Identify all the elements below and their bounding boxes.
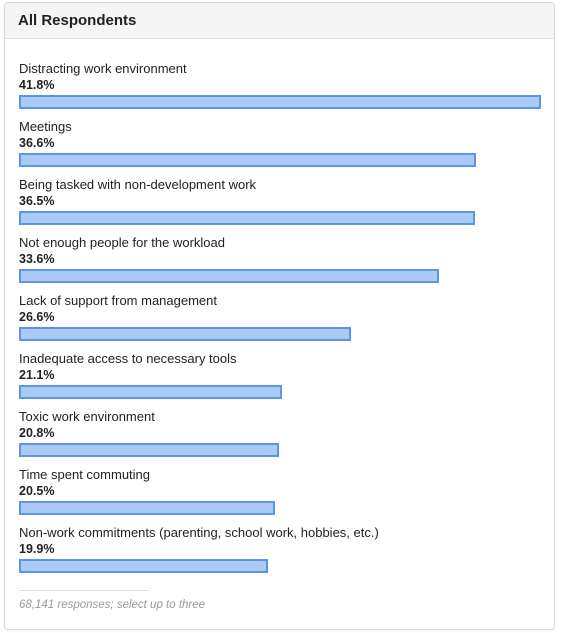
data-label: 20.8% <box>19 426 55 440</box>
chart-row: Non-work commitments (parenting, school … <box>19 525 541 583</box>
bar <box>19 153 476 167</box>
category-label: Time spent commuting <box>19 467 151 482</box>
data-label: 21.1% <box>19 368 55 382</box>
data-label: 20.5% <box>19 484 55 498</box>
category-label: Non-work commitments (parenting, school … <box>19 525 379 540</box>
data-label: 36.5% <box>19 194 55 208</box>
bar <box>19 211 475 225</box>
bar <box>19 269 439 283</box>
bar-track <box>19 559 541 573</box>
bar-track <box>19 501 541 515</box>
category-label: Not enough people for the workload <box>19 235 225 250</box>
chart-row: Inadequate access to necessary tools 21.1… <box>19 351 541 409</box>
category-label: Distracting work environment <box>19 61 187 76</box>
chart-row: Lack of support from management 26.6% <box>19 293 541 351</box>
bar <box>19 559 268 573</box>
bar-track <box>19 211 541 225</box>
data-label: 19.9% <box>19 542 55 556</box>
category-label: Lack of support from management <box>19 293 217 308</box>
bar <box>19 95 541 109</box>
category-label: Inadequate access to necessary tools <box>19 351 237 366</box>
footer-divider <box>19 590 149 591</box>
bar <box>19 501 275 515</box>
bar <box>19 327 351 341</box>
bar <box>19 385 282 399</box>
data-label: 33.6% <box>19 252 55 266</box>
chart-row: Distracting work environment 41.8% <box>19 61 541 119</box>
chart-row: Time spent commuting 20.5% <box>19 467 541 525</box>
chart-row: Meetings 36.6% <box>19 119 541 177</box>
bar-track <box>19 327 541 341</box>
chart-row: Toxic work environment 20.8% <box>19 409 541 467</box>
data-label: 41.8% <box>19 78 55 92</box>
results-panel: All Respondents Distracting work environ… <box>4 2 555 630</box>
panel-header: All Respondents <box>5 3 554 39</box>
category-label: Toxic work environment <box>19 409 155 424</box>
bar-track <box>19 385 541 399</box>
bar <box>19 443 279 457</box>
category-label: Meetings <box>19 119 72 134</box>
panel-title: All Respondents <box>18 12 137 29</box>
data-label: 36.6% <box>19 136 55 150</box>
data-label: 26.6% <box>19 310 55 324</box>
bar-chart: Distracting work environment 41.8% Meeting… <box>19 61 541 583</box>
chart-row: Not enough people for the workload 33.6% <box>19 235 541 293</box>
bar-track <box>19 269 541 283</box>
category-label: Being tasked with non-development work <box>19 177 257 192</box>
bar-track <box>19 95 541 109</box>
bar-track <box>19 153 541 167</box>
bar-track <box>19 443 541 457</box>
chart-row: Being tasked with non-development work 36… <box>19 177 541 235</box>
responses-note: 68,141 responses; select up to three <box>19 599 206 611</box>
